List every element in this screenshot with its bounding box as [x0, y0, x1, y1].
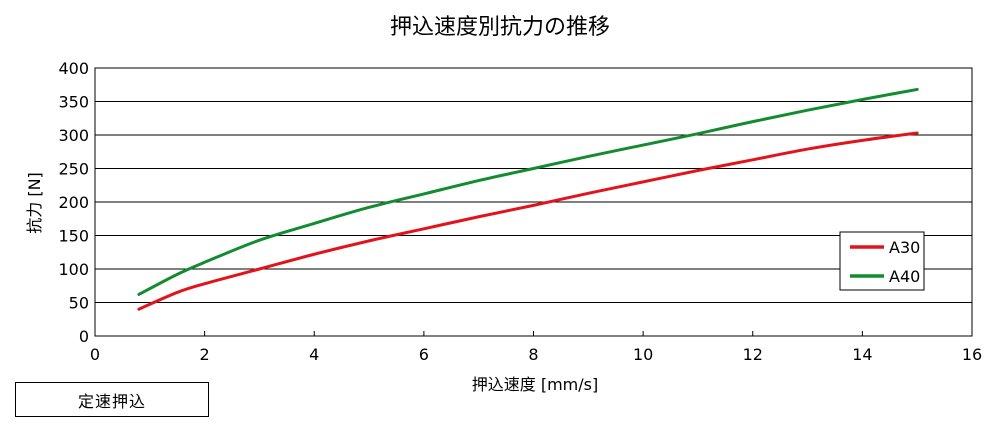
y-tick-label: 350 — [58, 93, 89, 112]
series-lines — [137, 87, 919, 311]
y-tick-label: 50 — [69, 294, 89, 313]
legend-label-a40: A40 — [889, 267, 920, 286]
x-tick-label: 2 — [200, 345, 210, 364]
y-tick-label: 200 — [58, 193, 89, 212]
x-tick-label: 0 — [90, 345, 100, 364]
y-axis-label: 抗力 [N] — [25, 172, 44, 234]
condition-label: 定速押込 — [77, 391, 146, 411]
legend-box — [839, 231, 925, 291]
y-tick-label: 100 — [58, 260, 89, 279]
x-axis-ticks: 0 2 4 6 8 10 12 14 16 — [90, 331, 982, 364]
y-tick-label: 400 — [58, 59, 89, 78]
x-tick-label: 6 — [419, 345, 429, 364]
x-tick-label: 14 — [852, 345, 872, 364]
x-tick-label: 16 — [962, 345, 982, 364]
x-axis-label: 押込速度 [mm/s] — [472, 375, 598, 394]
y-axis-ticks: 0 50 100 150 200 250 300 350 400 — [58, 59, 89, 346]
legend-label-a30: A30 — [889, 238, 920, 257]
x-tick-label: 8 — [528, 345, 538, 364]
series-line-a30 — [137, 131, 919, 311]
chart-title: 押込速度別抗力の推移 — [390, 15, 610, 40]
x-tick-label: 10 — [633, 345, 653, 364]
series-line-a40 — [137, 87, 919, 296]
y-tick-label: 250 — [58, 160, 89, 179]
legend: A30 A40 — [839, 231, 925, 291]
grid-lines — [95, 67, 972, 337]
x-tick-label: 12 — [743, 345, 763, 364]
condition-label-box: 定速押込 — [15, 382, 209, 417]
y-tick-label: 150 — [58, 227, 89, 246]
x-tick-label: 4 — [309, 345, 319, 364]
y-tick-label: 300 — [58, 126, 89, 145]
y-tick-label: 0 — [79, 327, 89, 346]
